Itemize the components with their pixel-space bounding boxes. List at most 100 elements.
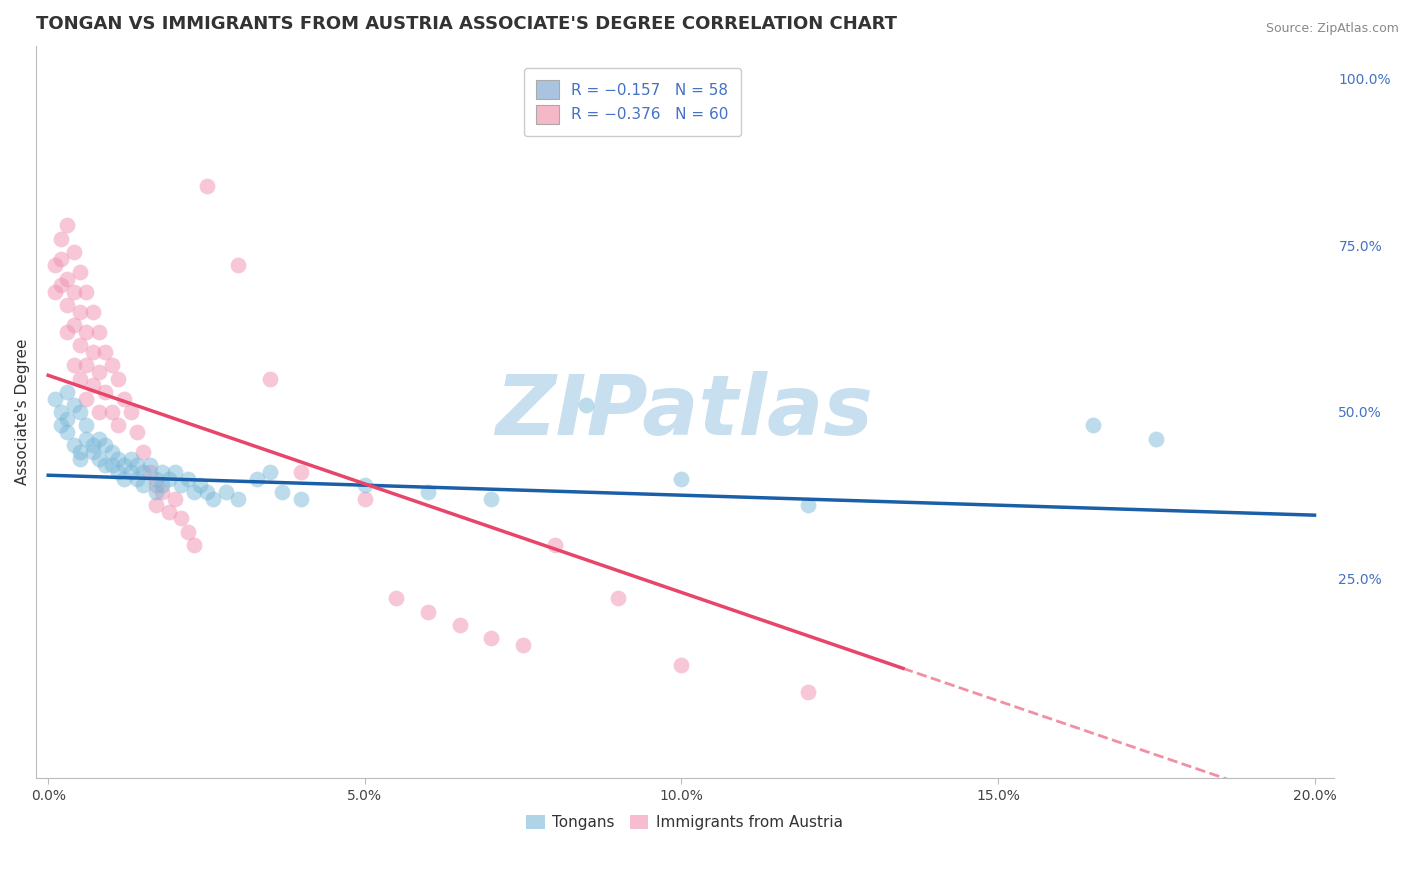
Point	[100, 458, 122, 473]
Point	[353, 491, 375, 506]
Point	[56, 298, 79, 312]
Point	[100, 405, 122, 419]
Point	[138, 458, 160, 473]
Point	[1081, 418, 1104, 433]
Point	[62, 318, 84, 333]
Point	[176, 471, 198, 485]
Point	[195, 484, 218, 499]
Point	[145, 471, 167, 485]
Point	[353, 478, 375, 492]
Point	[544, 538, 567, 552]
Point	[69, 338, 91, 352]
Point	[132, 465, 155, 479]
Point	[75, 418, 97, 433]
Point	[75, 325, 97, 339]
Point	[125, 458, 148, 473]
Point	[49, 252, 72, 266]
Point	[150, 484, 173, 499]
Point	[226, 491, 249, 506]
Point	[56, 411, 79, 425]
Point	[82, 305, 104, 319]
Point	[125, 471, 148, 485]
Point	[94, 458, 117, 473]
Point	[195, 178, 218, 193]
Point	[62, 438, 84, 452]
Point	[150, 478, 173, 492]
Point	[607, 591, 630, 606]
Point	[87, 325, 110, 339]
Point	[44, 259, 66, 273]
Point	[56, 325, 79, 339]
Point	[69, 265, 91, 279]
Point	[62, 245, 84, 260]
Point	[112, 471, 135, 485]
Point	[188, 478, 211, 492]
Point	[226, 259, 249, 273]
Point	[56, 384, 79, 399]
Point	[157, 505, 180, 519]
Point	[120, 465, 142, 479]
Point	[797, 684, 820, 698]
Y-axis label: Associate's Degree: Associate's Degree	[15, 339, 30, 485]
Legend: Tongans, Immigrants from Austria: Tongans, Immigrants from Austria	[520, 809, 849, 837]
Point	[49, 278, 72, 293]
Point	[87, 365, 110, 379]
Point	[49, 232, 72, 246]
Point	[132, 445, 155, 459]
Point	[107, 371, 129, 385]
Point	[87, 451, 110, 466]
Point	[82, 445, 104, 459]
Point	[49, 418, 72, 433]
Point	[671, 471, 693, 485]
Point	[150, 465, 173, 479]
Point	[87, 405, 110, 419]
Point	[49, 405, 72, 419]
Text: Source: ZipAtlas.com: Source: ZipAtlas.com	[1265, 22, 1399, 36]
Point	[69, 405, 91, 419]
Point	[512, 638, 534, 652]
Point	[671, 658, 693, 673]
Point	[100, 445, 122, 459]
Point	[44, 285, 66, 299]
Point	[69, 371, 91, 385]
Point	[145, 478, 167, 492]
Point	[94, 384, 117, 399]
Point	[416, 605, 439, 619]
Point	[183, 484, 205, 499]
Point	[1144, 432, 1167, 446]
Point	[132, 478, 155, 492]
Point	[183, 538, 205, 552]
Point	[56, 425, 79, 439]
Point	[259, 371, 281, 385]
Point	[163, 491, 186, 506]
Point	[290, 491, 312, 506]
Point	[385, 591, 408, 606]
Point	[94, 345, 117, 359]
Point	[69, 451, 91, 466]
Point	[290, 465, 312, 479]
Point	[62, 285, 84, 299]
Point	[44, 392, 66, 406]
Point	[797, 498, 820, 512]
Point	[107, 418, 129, 433]
Point	[481, 491, 503, 506]
Point	[82, 438, 104, 452]
Point	[82, 345, 104, 359]
Point	[120, 451, 142, 466]
Point	[214, 484, 236, 499]
Point	[62, 398, 84, 412]
Point	[112, 458, 135, 473]
Text: ZIPatlas: ZIPatlas	[495, 371, 873, 452]
Point	[157, 471, 180, 485]
Point	[120, 405, 142, 419]
Point	[112, 392, 135, 406]
Point	[75, 432, 97, 446]
Point	[75, 359, 97, 373]
Point	[69, 305, 91, 319]
Point	[145, 498, 167, 512]
Point	[56, 219, 79, 233]
Point	[163, 465, 186, 479]
Point	[75, 285, 97, 299]
Point	[246, 471, 269, 485]
Point	[69, 445, 91, 459]
